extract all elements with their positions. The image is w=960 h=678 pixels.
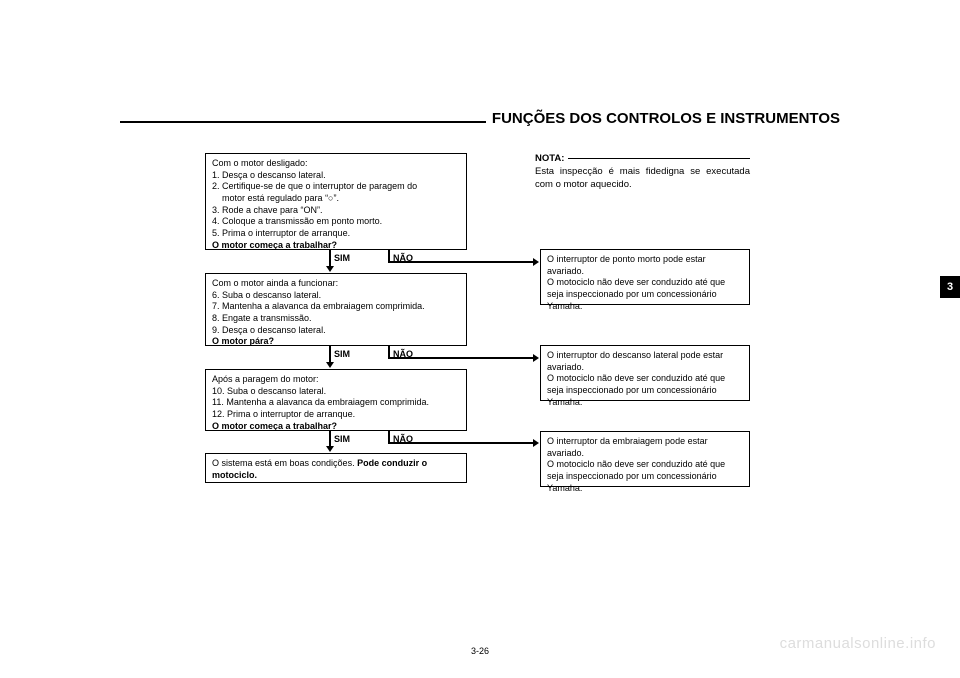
r3-l1: O interruptor da embraiagem pode estar a…	[547, 436, 743, 459]
flow-box-3: Após a paragem do motor: 10. Suba o desc…	[205, 369, 467, 431]
b2-l5: 9. Desça o descanso lateral.	[212, 325, 460, 337]
arrowhead-sim-3	[326, 446, 334, 452]
label-sim-3: SIM	[334, 434, 350, 444]
arrow-nao-3-v	[388, 431, 390, 442]
label-sim-2: SIM	[334, 349, 350, 359]
result-box-1: O interruptor de ponto morto pode estar …	[540, 249, 750, 305]
arrow-nao-2-v	[388, 346, 390, 357]
b2-l2: 6. Suba o descanso lateral.	[212, 290, 460, 302]
nota-title: NOTA:	[535, 153, 564, 164]
result-box-3: O interruptor da embraiagem pode estar a…	[540, 431, 750, 487]
b2-l3: 7. Mantenha a alavanca da embraiagem com…	[212, 301, 460, 313]
b1-l5: 4. Coloque a transmissão em ponto morto.	[212, 216, 460, 228]
arrow-sim-1	[329, 250, 331, 267]
b3-l3: 11. Mantenha a alavanca da embraiagem co…	[212, 397, 460, 409]
nota-rule	[568, 158, 750, 159]
flow-box-final: O sistema está em boas condições. Pode c…	[205, 453, 467, 483]
arrowhead-sim-2	[326, 362, 334, 368]
arrowhead-sim-1	[326, 266, 334, 272]
page-title: FUNÇÕES DOS CONTROLOS E INSTRUMENTOS	[492, 110, 840, 127]
r3-bold: O motociclo não deve ser conduzido	[547, 459, 693, 469]
side-chapter-tab: 3	[940, 276, 960, 298]
b1-l3: 2. Certifique-se de que o interruptor de…	[212, 181, 460, 193]
label-sim-1: SIM	[334, 253, 350, 263]
arrow-sim-2	[329, 346, 331, 363]
b1-l3b: motor está regulado para “○”.	[212, 193, 460, 205]
b1-l4: 3. Rode a chave para “ON”.	[212, 205, 460, 217]
b4-pre: O sistema está em boas condições.	[212, 458, 357, 468]
arrowhead-nao-2	[533, 354, 539, 362]
page-number: 3-26	[471, 646, 489, 656]
b2-l1: Com o motor ainda a funcionar:	[212, 278, 460, 290]
label-nao-3: NÃO	[393, 434, 413, 444]
b1-question: O motor começa a trabalhar?	[212, 240, 460, 252]
arrowhead-nao-3	[533, 439, 539, 447]
flow-box-1: Com o motor desligado: 1. Desça o descan…	[205, 153, 467, 250]
b1-l2: 1. Desça o descanso lateral.	[212, 170, 460, 182]
result-box-2: O interruptor do descanso lateral pode e…	[540, 345, 750, 401]
label-nao-2: NÃO	[393, 349, 413, 359]
label-nao-1: NÃO	[393, 253, 413, 263]
heading-rule	[120, 121, 486, 123]
b1-l6: 5. Prima o interruptor de arranque.	[212, 228, 460, 240]
page-content: FUNÇÕES DOS CONTROLOS E INSTRUMENTOS NOT…	[120, 110, 840, 600]
b3-l1: Após a paragem do motor:	[212, 374, 460, 386]
flowchart-area: NOTA: Esta inspecção é mais fidedigna se…	[120, 153, 840, 593]
b3-question: O motor começa a trabalhar?	[212, 421, 460, 433]
arrow-nao-1-v	[388, 250, 390, 261]
b1-l1: Com o motor desligado:	[212, 158, 460, 170]
b3-l4: 12. Prima o interruptor de arranque.	[212, 409, 460, 421]
nota-text: Esta inspecção é mais fidedigna se execu…	[535, 166, 750, 192]
nota-block: NOTA: Esta inspecção é mais fidedigna se…	[535, 153, 750, 192]
b3-l2: 10. Suba o descanso lateral.	[212, 386, 460, 398]
b2-l4: 8. Engate a transmissão.	[212, 313, 460, 325]
arrowhead-nao-1	[533, 258, 539, 266]
r2-bold: O motociclo não deve ser conduzido	[547, 373, 693, 383]
b2-question: O motor pára?	[212, 336, 460, 348]
flow-box-2: Com o motor ainda a funcionar: 6. Suba o…	[205, 273, 467, 346]
r1-l1: O interruptor de ponto morto pode estar …	[547, 254, 743, 277]
r2-l1: O interruptor do descanso lateral pode e…	[547, 350, 743, 373]
r1-bold: O motociclo não deve ser conduzido	[547, 277, 693, 287]
watermark: carmanualsonline.info	[780, 635, 936, 652]
arrow-sim-3	[329, 431, 331, 447]
page-heading-row: FUNÇÕES DOS CONTROLOS E INSTRUMENTOS	[120, 110, 840, 127]
